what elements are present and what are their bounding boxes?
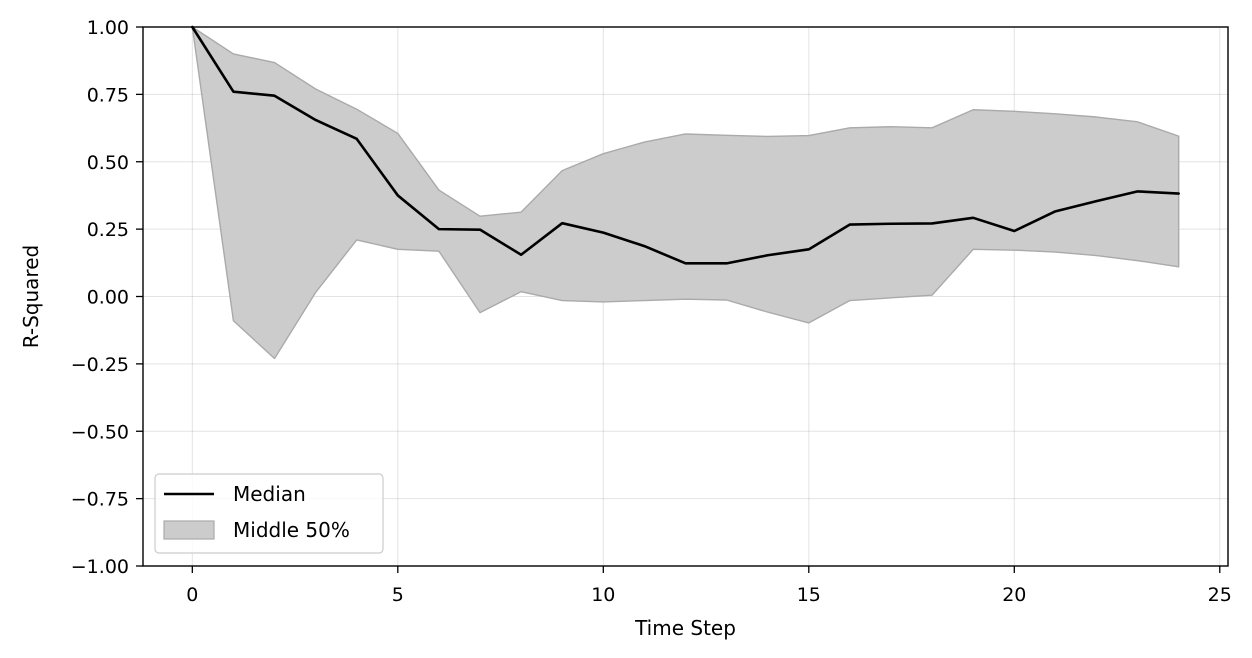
legend-middle-50-label: Middle 50% [233, 518, 350, 542]
y-tick-label-1: −0.75 [71, 489, 129, 511]
legend-median-label: Median [233, 482, 306, 506]
median-line-layer [191, 25, 1180, 265]
median-line [191, 25, 1180, 265]
x-tick-label-5: 25 [1208, 584, 1232, 606]
y-tick-label-3: −0.25 [71, 354, 129, 376]
x-axis-ticks: 0 5 10 15 20 25 [186, 566, 1232, 606]
y-tick-label-0: −1.00 [71, 556, 129, 578]
y-axis-ticks: −1.00 −0.75 −0.50 −0.25 0.00 0.25 0.50 0.75 1.00 [71, 17, 143, 578]
y-tick-label-5: 0.25 [87, 219, 129, 241]
y-axis-label: R-Squared [19, 245, 43, 348]
legend: Median Middle 50% [154, 473, 384, 554]
x-tick-label-1: 5 [392, 584, 404, 606]
y-tick-label-8: 1.00 [87, 17, 129, 39]
x-tick-label-3: 15 [797, 584, 821, 606]
y-tick-label-6: 0.50 [87, 152, 129, 174]
middle-50-area [191, 26, 1180, 360]
y-tick-label-4: 0.00 [87, 287, 129, 309]
middle-50-band [191, 26, 1180, 360]
y-tick-label-7: 0.75 [87, 84, 129, 106]
x-tick-label-4: 20 [1002, 584, 1026, 606]
legend-middle-50-swatch [163, 520, 215, 540]
y-tick-label-2: −0.50 [71, 421, 129, 443]
x-axis-label: Time Step [634, 616, 736, 640]
x-tick-label-0: 0 [186, 584, 198, 606]
x-tick-label-2: 10 [591, 584, 615, 606]
